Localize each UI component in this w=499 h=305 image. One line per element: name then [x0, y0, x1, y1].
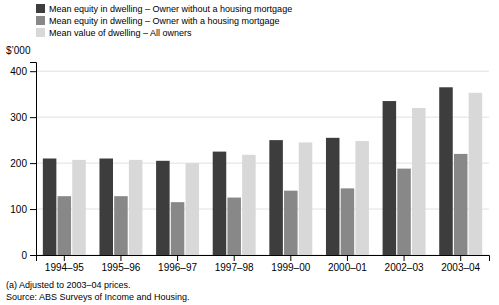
x-tick-mark — [404, 255, 405, 261]
bar — [156, 161, 170, 255]
bar — [299, 142, 313, 255]
y-tick: 0 — [21, 250, 36, 261]
y-tick: 300 — [10, 112, 36, 123]
bar — [454, 154, 468, 255]
x-axis-line — [37, 256, 490, 262]
y-tick-label: 0 — [21, 250, 27, 261]
legend-swatch — [36, 28, 45, 37]
bar — [114, 196, 128, 255]
bar — [227, 198, 241, 255]
bar — [383, 101, 397, 255]
bar — [171, 202, 185, 255]
bar — [72, 160, 86, 255]
bar — [213, 152, 227, 255]
y-tick-mark — [30, 255, 36, 256]
bar-series — [43, 87, 453, 255]
bar — [412, 108, 426, 255]
y-tick-label: 100 — [10, 204, 27, 215]
x-tick-label: 1995–96 — [101, 262, 140, 273]
y-axis-line — [30, 63, 37, 256]
x-tick: 2000–01 — [328, 255, 367, 273]
y-tick: 200 — [10, 158, 36, 169]
legend-swatch — [36, 16, 45, 25]
bars — [43, 87, 482, 255]
y-axis-label: $’000 — [6, 45, 31, 56]
x-tick-label: 2000–01 — [328, 262, 367, 273]
y-tick-label: 300 — [10, 112, 27, 123]
x-tick-mark — [234, 255, 235, 261]
x-tick-mark — [177, 255, 178, 261]
bar — [469, 93, 483, 255]
y-tick-label: 400 — [10, 66, 27, 77]
x-tick-label: 1999–00 — [271, 262, 310, 273]
bar — [397, 169, 411, 255]
grid — [36, 71, 489, 255]
legend-item: Mean equity in dwelling – Owner without … — [36, 4, 292, 14]
grid-line — [36, 71, 489, 72]
y-tick-mark — [30, 71, 36, 72]
x-tick-label: 1994–95 — [45, 262, 84, 273]
x-tick-label: 1997–98 — [215, 262, 254, 273]
bar — [269, 140, 283, 255]
x-tick-mark — [64, 255, 65, 261]
legend-label: Mean equity in dwelling – Owner with a h… — [49, 16, 280, 26]
bar — [439, 87, 453, 255]
x-axis: 1994–95 1995–96 1996–97 1997–98 1999–00 2000–… — [37, 255, 490, 273]
x-tick: 1996–97 — [158, 255, 197, 273]
x-tick-label: 1996–97 — [158, 262, 197, 273]
x-tick: 1994–95 — [45, 255, 84, 273]
footnote: Source: ABS Surveys of Income and Housin… — [6, 292, 190, 302]
y-tick-label: 200 — [10, 158, 27, 169]
bar-series — [72, 93, 482, 255]
x-tick: 1995–96 — [101, 255, 140, 273]
bar-series — [58, 154, 468, 255]
legend-item: Mean equity in dwelling – Owner with a h… — [36, 16, 280, 26]
x-tick: 1999–00 — [271, 255, 310, 273]
legend-label: Mean equity in dwelling – Owner without … — [49, 4, 292, 14]
bar — [355, 141, 369, 255]
y-tick: 100 — [10, 204, 36, 215]
x-tick-mark — [347, 255, 348, 261]
bar — [326, 138, 340, 255]
footnote: (a) Adjusted to 2003–04 prices. — [6, 280, 131, 290]
bar — [186, 163, 200, 255]
y-tick-mark — [30, 163, 36, 164]
legend: Mean equity in dwelling – Owner without … — [36, 4, 292, 38]
y-tick-mark — [30, 117, 36, 118]
bar — [341, 188, 355, 255]
bar — [99, 159, 113, 256]
y-tick: 400 — [10, 66, 36, 77]
y-axis: 0 100 200 300 400 — [10, 63, 36, 261]
legend-swatch — [36, 4, 45, 13]
x-tick-mark — [460, 255, 461, 261]
y-tick-mark — [30, 209, 36, 210]
x-tick-mark — [290, 255, 291, 261]
x-tick-mark — [120, 255, 121, 261]
x-tick-label: 2003–04 — [441, 262, 480, 273]
chart: 0 100 200 300 400 1994–95 1995–96 1996–97 1997–9… — [0, 0, 499, 305]
bar — [43, 159, 57, 256]
x-tick: 2003–04 — [441, 255, 480, 273]
bar — [129, 160, 143, 255]
x-tick: 2002–03 — [385, 255, 424, 273]
x-tick: 1997–98 — [215, 255, 254, 273]
bar — [242, 155, 256, 255]
bar — [284, 191, 298, 255]
bar — [58, 196, 72, 255]
legend-label: Mean value of dwelling – All owners — [49, 28, 192, 38]
legend-item: Mean value of dwelling – All owners — [36, 28, 192, 38]
x-tick-label: 2002–03 — [385, 262, 424, 273]
